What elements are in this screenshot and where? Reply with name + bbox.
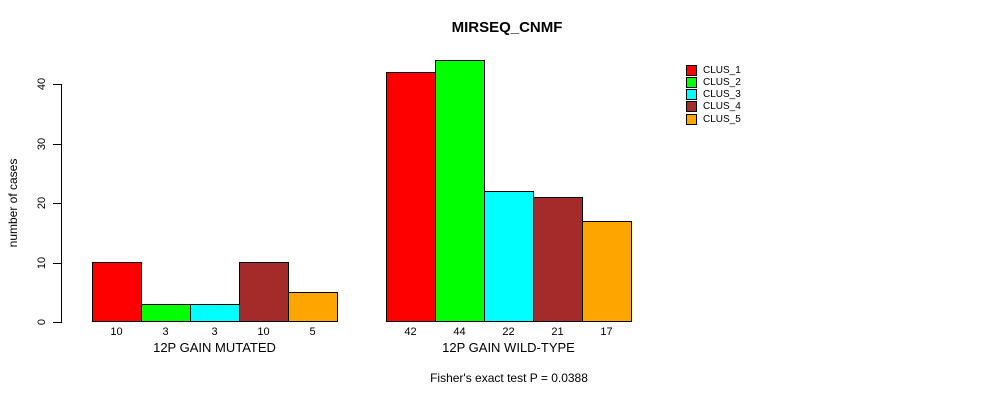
bar-value-label: 5 [309,326,316,338]
legend-swatch-clus_1 [686,64,697,76]
bar-value-label: 3 [211,326,218,338]
legend-swatch-clus_3 [686,89,697,101]
legend-label: CLUS_5 [703,113,741,125]
legend-label: CLUS_4 [703,101,741,113]
legend-item-clus_1: CLUS_1 [686,64,741,76]
bar-clus_5-group1 [288,292,338,322]
legend-item-clus_4: CLUS_4 [686,101,741,113]
y-tick-label: 10 [36,256,48,269]
bar-value-label: 10 [110,326,123,338]
y-axis-title: number of cases [6,158,20,248]
bar-value-label: 42 [404,326,417,338]
y-tick-mark [53,203,61,204]
y-tick-mark [53,262,61,264]
x-group-label-1: 12P GAIN MUTATED [153,340,276,355]
bar-clus_4-group2 [533,197,583,322]
legend-item-clus_5: CLUS_5 [686,113,741,125]
chart-title: MIRSEQ_CNMF [451,19,563,36]
bar-clus_1-group2 [386,72,436,322]
bar-value-label: 44 [453,326,466,338]
y-axis-line [61,84,62,323]
legend-swatch-clus_4 [686,101,697,113]
bar-value-label: 10 [257,326,270,338]
y-tick-label: 30 [36,137,48,150]
y-tick-label: 40 [36,77,48,91]
legend-item-clus_2: CLUS_2 [686,76,741,88]
x-group-label-2: 12P GAIN WILD-TYPE [442,340,575,355]
bar-clus_1-group1 [92,262,142,322]
bar-value-label: 21 [551,326,564,338]
bar-clus_2-group1 [141,304,191,322]
y-tick-mark [53,322,61,323]
y-tick-label: 0 [36,318,48,326]
legend-label: CLUS_3 [703,89,741,101]
footnote: Fisher's exact test P = 0.0388 [430,371,588,385]
bar-value-label: 22 [502,326,515,338]
legend-swatch-clus_2 [686,76,697,88]
bar-clus_4-group1 [239,262,289,322]
legend-label: CLUS_1 [703,64,741,76]
legend-label: CLUS_2 [703,76,741,88]
bar-clus_2-group2 [435,60,485,322]
bar-value-label: 3 [162,326,169,338]
bar-clus_5-group2 [582,221,632,322]
y-tick-mark [53,84,61,85]
legend: CLUS_1 CLUS_2 CLUS_3 CLUS_4 CLUS_5 [686,64,741,125]
bar-clus_3-group2 [484,191,534,322]
bar-value-label: 17 [600,326,613,338]
legend-swatch-clus_5 [686,113,697,125]
legend-item-clus_3: CLUS_3 [686,89,741,101]
y-tick-mark [53,143,61,145]
y-tick-label: 20 [36,196,48,210]
bar-clus_3-group1 [190,304,240,322]
